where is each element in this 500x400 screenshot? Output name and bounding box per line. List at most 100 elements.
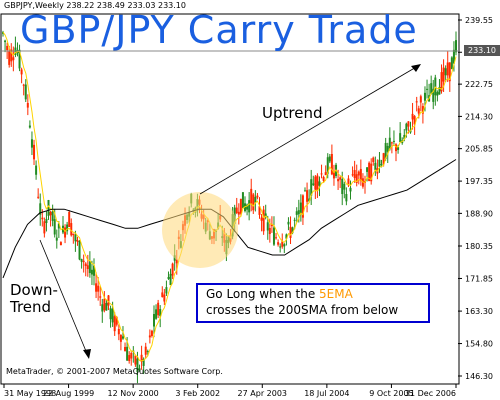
candle-body: [306, 190, 309, 202]
candle-body: [357, 171, 360, 176]
candle-body: [33, 144, 36, 160]
candle-body: [308, 198, 311, 202]
downtrend-label: Down-Trend: [10, 281, 58, 316]
candle-body: [241, 192, 244, 209]
candle-body: [293, 219, 296, 221]
candle-body: [386, 145, 389, 152]
candle-body: [18, 49, 21, 69]
symbol-header: GBPJPY,Weekly 238.22 238.49 233.03 233.1…: [4, 1, 186, 10]
candle-body: [6, 45, 9, 51]
candle-body: [312, 183, 315, 185]
candle-body: [97, 285, 100, 292]
candle-body: [105, 303, 108, 311]
candle-body: [95, 283, 98, 292]
candle-body: [144, 346, 147, 355]
candle-body: [10, 49, 13, 62]
candle-body: [392, 140, 395, 142]
candle-body: [136, 358, 139, 373]
candle-body: [4, 40, 7, 43]
candle-body: [153, 314, 155, 327]
candle-body: [157, 302, 160, 316]
y-tick-label: 163.30: [465, 307, 493, 316]
plot-frame: [0, 13, 460, 385]
candle-body: [403, 134, 406, 140]
candle-body: [304, 190, 306, 192]
note-text-highlight: 5EMA: [319, 287, 353, 301]
candle-body: [421, 106, 424, 114]
candle-body: [47, 200, 50, 216]
candle-body: [258, 206, 261, 215]
candle-body: [26, 102, 29, 108]
candle-body: [355, 174, 358, 184]
candle-body: [109, 308, 112, 320]
candle-body: [28, 125, 31, 128]
candle-body: [39, 203, 42, 215]
candle-body: [419, 96, 422, 103]
candle-body: [130, 352, 133, 359]
candle-body: [64, 227, 67, 238]
y-tick-label: 146.30: [465, 372, 493, 381]
candle-body: [384, 142, 387, 159]
current-price-tag: 233.10: [464, 45, 500, 56]
candle-body: [140, 354, 143, 362]
candle-body: [82, 260, 85, 263]
candle-body: [103, 298, 106, 311]
candle-body: [88, 261, 91, 273]
candle-body: [148, 335, 151, 338]
candle-body: [328, 156, 331, 162]
candle-body: [442, 67, 445, 82]
candle-body: [146, 351, 149, 353]
candle-body: [128, 355, 131, 361]
candle-body: [395, 144, 398, 152]
candle-body: [262, 209, 265, 232]
x-tick-label: 9 Oct 2005: [369, 389, 413, 398]
y-axis: 239.55231.10222.75214.30205.85197.35188.…: [458, 16, 493, 381]
candle-body: [448, 62, 451, 82]
candle-body: [90, 269, 93, 275]
candle-body: [76, 239, 79, 242]
note-line-1: Go Long when the 5EMA: [206, 287, 353, 301]
candle-body: [93, 265, 96, 276]
candle-body: [297, 210, 300, 215]
candle-body: [256, 195, 259, 198]
candle-body: [30, 139, 33, 148]
candle-body: [55, 237, 58, 241]
x-tick-label: 31 Dec 2006: [405, 389, 456, 398]
downtrend-arrow: [39, 239, 89, 357]
candle-body: [415, 101, 418, 103]
candle-body: [330, 153, 333, 175]
candle-body: [281, 241, 284, 247]
candle-body: [121, 336, 124, 339]
candle-body: [84, 263, 87, 266]
candle-body: [53, 219, 56, 235]
candle-body: [126, 346, 129, 361]
x-tick-label: 18 Jul 2004: [304, 389, 349, 398]
candle-body: [111, 308, 114, 323]
candle-body: [277, 242, 280, 245]
candle-body: [359, 168, 362, 181]
candle-body: [163, 294, 166, 302]
candle-body: [353, 169, 356, 179]
candle-body: [250, 188, 253, 204]
candle-body: [366, 167, 369, 172]
candle-body: [397, 147, 400, 150]
candle-body: [237, 211, 240, 215]
candle-body: [159, 309, 162, 316]
candle-body: [155, 309, 158, 319]
candle-body: [175, 259, 178, 264]
candle-body: [268, 227, 271, 235]
candle-body: [248, 200, 251, 213]
candle-body: [438, 86, 441, 95]
candle-body: [49, 211, 52, 216]
y-tick-label: 188.90: [465, 209, 493, 218]
candle-body: [119, 334, 122, 342]
x-tick-label: 22 Aug 1999: [43, 389, 94, 398]
candle-body: [324, 172, 327, 176]
candle-body: [169, 273, 172, 286]
candle-body: [117, 328, 120, 335]
y-tick-label: 197.35: [465, 177, 493, 186]
candle-body: [322, 176, 325, 181]
candle-body: [345, 194, 348, 202]
candle-body: [45, 218, 48, 224]
candle-body: [12, 57, 15, 61]
